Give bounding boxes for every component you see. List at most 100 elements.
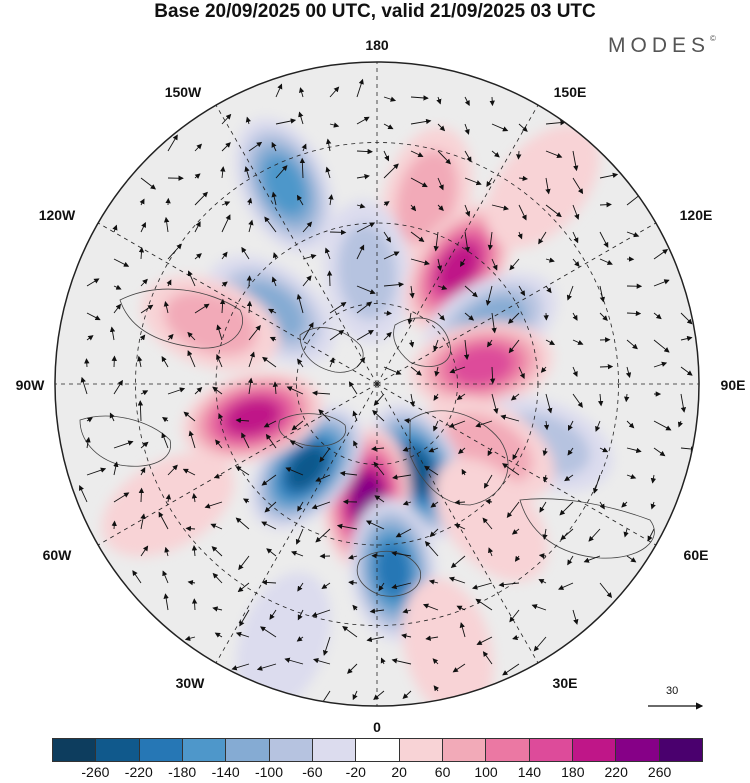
wind-arrow (138, 487, 145, 503)
wind-arrow (464, 231, 470, 253)
wind-arrow (113, 461, 119, 476)
wind-arrow (366, 636, 385, 643)
legend-swatch (356, 739, 400, 761)
anomaly-contour-fill (262, 155, 307, 216)
wind-arrow (653, 361, 668, 368)
wind-arrow (403, 418, 412, 424)
wind-arrow (302, 221, 313, 233)
wind-arrow (261, 474, 277, 486)
wind-arrow (680, 335, 693, 342)
wind-arrow (373, 393, 385, 406)
wind-arrow (347, 663, 358, 674)
wind-arrow (383, 96, 397, 102)
wind-arrow (626, 447, 642, 453)
wind-arrow (372, 409, 385, 422)
wind-arrow (391, 582, 412, 590)
wind-arrow (247, 377, 254, 395)
wind-arrow (476, 636, 493, 645)
wind-arrow (194, 173, 201, 179)
wind-arrow (653, 312, 662, 320)
wind-arrow (191, 492, 198, 503)
wind-arrow (295, 528, 304, 545)
wind-arrow (410, 118, 432, 125)
wind-arrow (370, 445, 385, 452)
wind-arrow (464, 312, 475, 321)
wind-arrow (409, 393, 416, 407)
wind-arrow (508, 312, 520, 324)
wind-arrow (542, 447, 548, 457)
wind-arrow (166, 279, 172, 287)
legend-tick-label: 260 (647, 764, 672, 780)
wind-arrow (262, 356, 277, 368)
wind-arrow (545, 339, 556, 345)
wind-arrow (458, 447, 466, 455)
wind-arrow (324, 247, 331, 260)
wind-arrow (437, 204, 444, 212)
wind-arrow (237, 582, 250, 593)
wind-arrow (626, 473, 637, 480)
wind-arrow (266, 548, 277, 557)
wind-arrow (113, 440, 134, 449)
wind-arrow (583, 555, 601, 563)
wind-arrow (140, 221, 146, 233)
lon-label-60w: 60W (43, 547, 73, 563)
wind-arrow (410, 366, 422, 376)
wind-arrow (512, 634, 520, 641)
wind-arrow (140, 441, 149, 449)
wind-arrow (301, 143, 307, 152)
wind-arrow (235, 466, 250, 476)
wind-arrow (348, 554, 358, 560)
wind-arrow (572, 393, 583, 408)
brand-logo: MODES© (608, 34, 716, 58)
anomaly-contour-fill (396, 150, 458, 245)
wind-arrow (482, 517, 493, 530)
wind-arrow (138, 246, 145, 260)
wind-arrow (517, 231, 523, 240)
wind-arrow (456, 605, 466, 611)
wind-arrow (491, 150, 500, 158)
wind-arrow (588, 528, 601, 542)
wind-arrow (599, 258, 613, 265)
wind-arrow (299, 87, 305, 98)
wind-arrow (137, 355, 143, 368)
wind-arrow (78, 484, 88, 503)
wind-arrow (113, 303, 122, 314)
wind-arrow (430, 501, 439, 508)
wind-arrow (464, 123, 470, 135)
wind-arrow (298, 111, 304, 125)
wind-arrow (464, 96, 470, 107)
wind-arrow (296, 293, 304, 314)
wind-arrow (348, 579, 358, 586)
wind-arrow (383, 150, 390, 162)
wind-arrow (485, 285, 493, 306)
wind-arrow (625, 366, 632, 379)
wind-arrow (647, 528, 655, 542)
wind-arrow (410, 231, 425, 243)
wind-arrow (241, 246, 250, 260)
wind-arrow (329, 329, 345, 341)
wind-arrow (221, 142, 231, 152)
legend-tick-label: -100 (254, 764, 284, 780)
wind-arrow (512, 447, 520, 461)
wind-arrow (502, 463, 520, 476)
wind-arrow (289, 440, 304, 449)
wind-arrow (137, 400, 144, 422)
wind-arrow (514, 555, 521, 562)
wind-arrow (268, 308, 277, 314)
brand-copyright-mark: © (710, 34, 716, 43)
wind-arrow (194, 387, 203, 395)
anomaly-blob (485, 124, 600, 249)
wind-arrow (86, 467, 107, 476)
wind-arrow (297, 501, 304, 512)
wind-arrow (459, 258, 466, 267)
wind-arrow (261, 521, 277, 530)
wind-arrow (248, 351, 255, 368)
wind-arrow (422, 603, 439, 611)
wind-arrow (302, 275, 312, 287)
wind-arrow (506, 501, 520, 518)
anomaly-contour-fill (164, 291, 257, 356)
anomaly-blob (434, 457, 548, 582)
lon-label-120w: 120W (39, 207, 76, 223)
meridian-line (376, 383, 657, 546)
wind-arrow (342, 626, 358, 638)
